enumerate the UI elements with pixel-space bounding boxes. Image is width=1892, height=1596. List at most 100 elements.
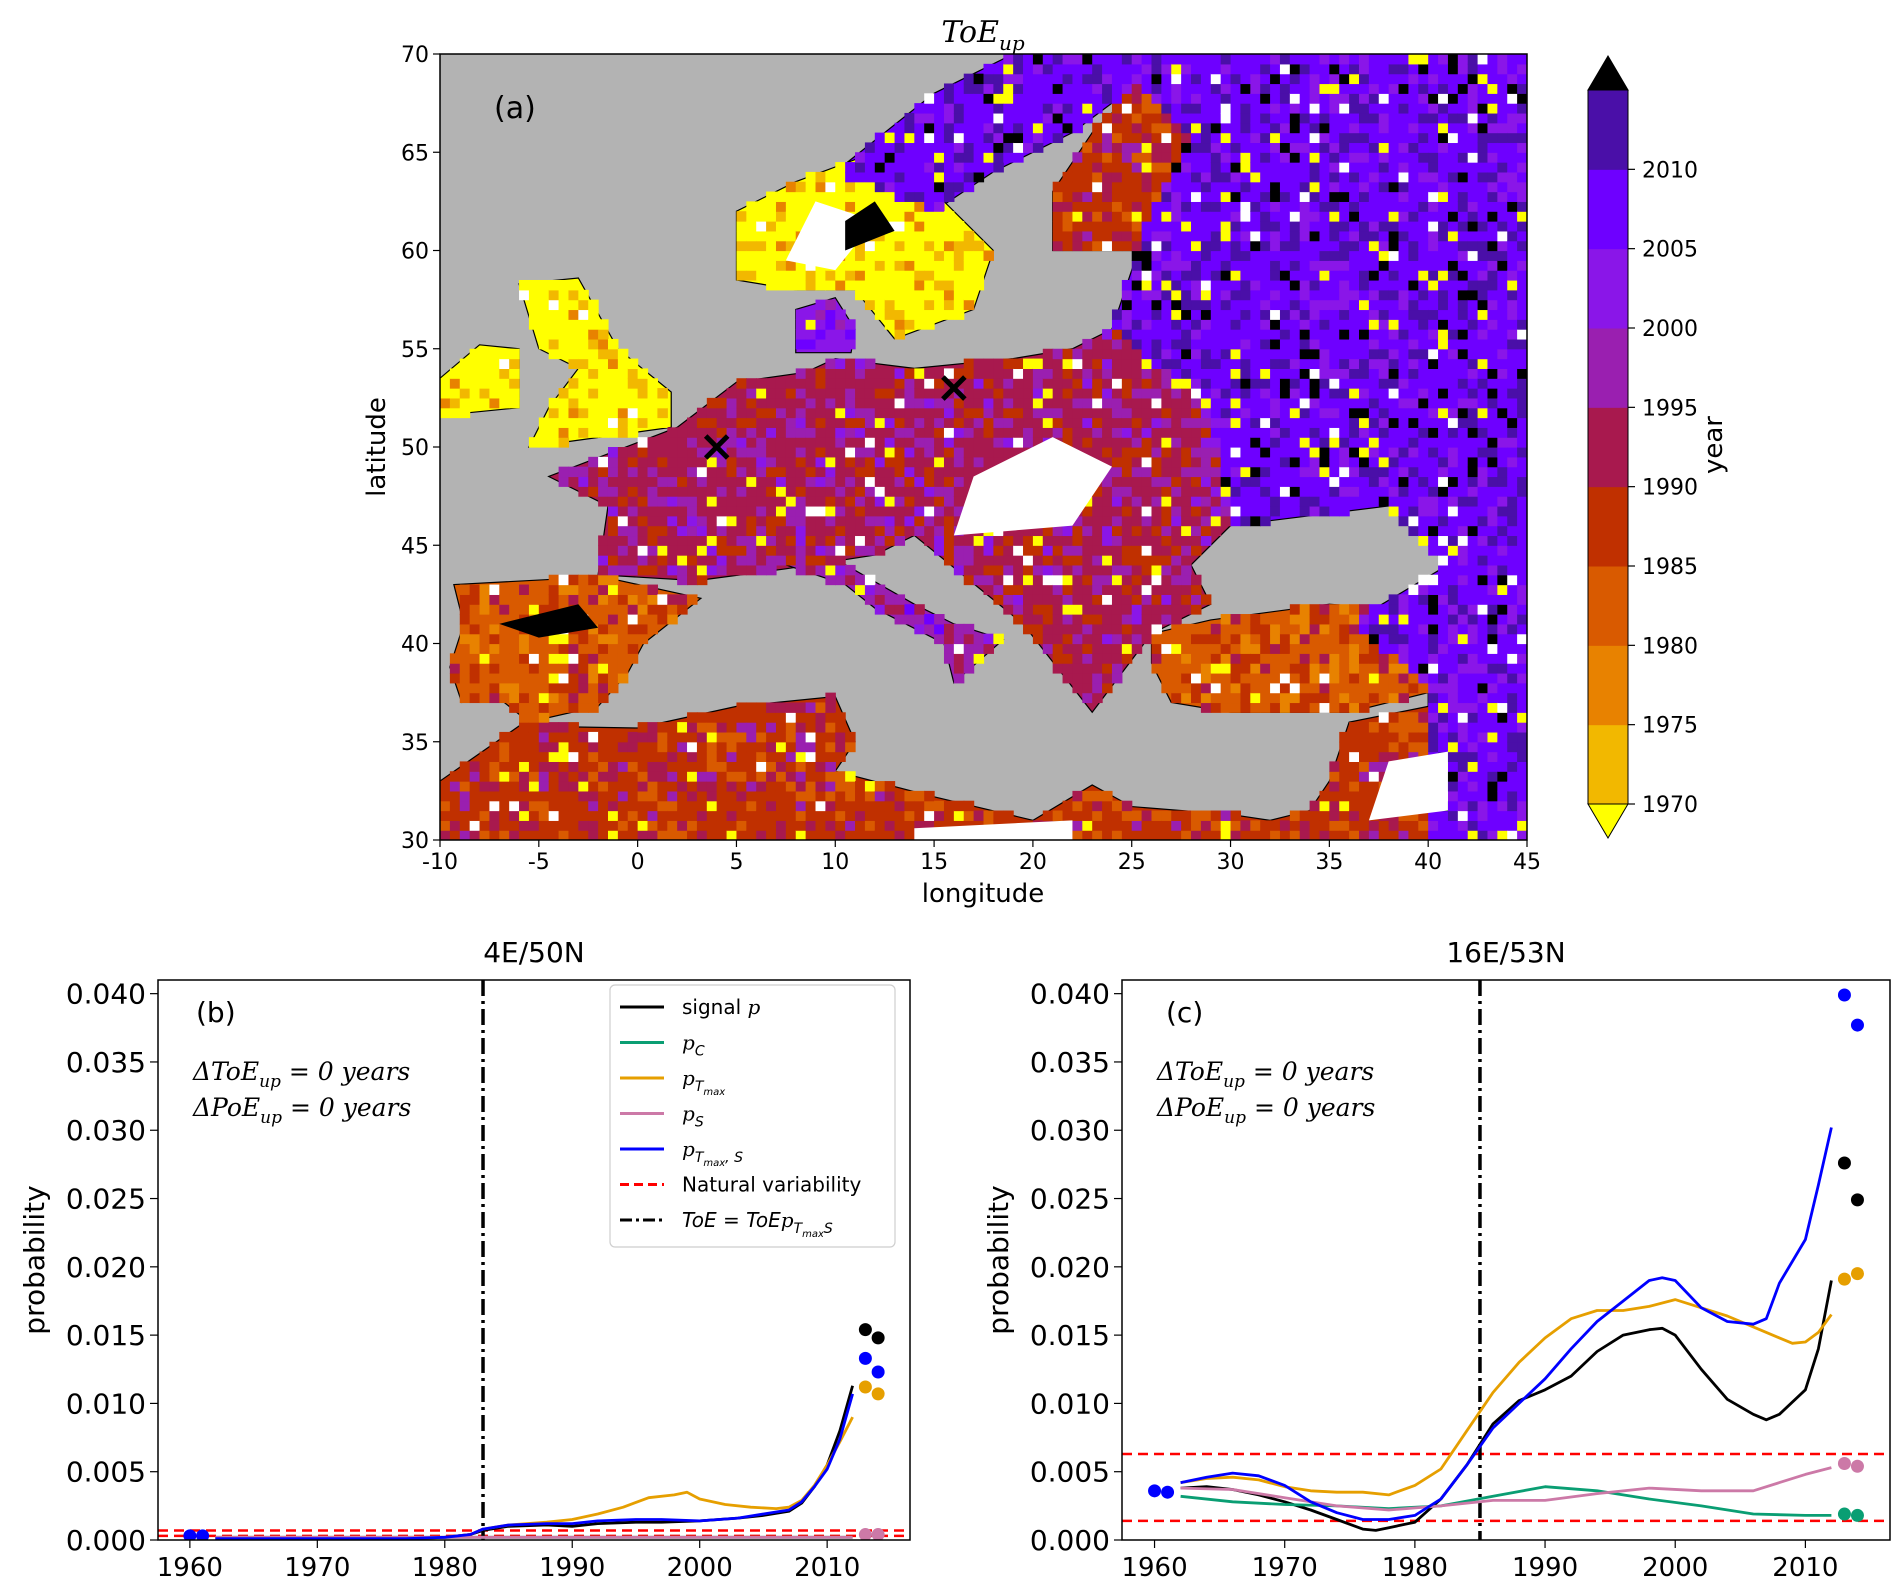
map-cell xyxy=(1200,486,1212,497)
map-cell xyxy=(1299,466,1311,478)
map-cell xyxy=(894,368,906,379)
map-cell xyxy=(1260,171,1271,183)
map-cell xyxy=(1230,329,1242,340)
map-cell xyxy=(815,525,826,537)
map-cell xyxy=(835,751,846,762)
map-cell xyxy=(795,476,807,487)
map-cell xyxy=(1102,152,1113,163)
map-cell xyxy=(1359,388,1370,399)
map-cell xyxy=(1240,270,1251,281)
map-cell xyxy=(894,830,906,840)
map-cell xyxy=(1368,329,1380,340)
map-cell xyxy=(775,702,787,713)
map-cell xyxy=(894,132,906,144)
map-cell xyxy=(835,427,846,438)
map-cell xyxy=(1181,152,1192,163)
map-cell xyxy=(1210,456,1222,468)
map-cell xyxy=(894,289,906,301)
map-cell xyxy=(578,781,589,792)
map-cell xyxy=(1181,564,1192,576)
map-cell xyxy=(1359,614,1370,625)
map-cell xyxy=(1171,142,1182,153)
map-cell xyxy=(1349,289,1360,301)
map-cell xyxy=(1102,505,1113,517)
map-cell xyxy=(1428,574,1439,586)
map-cell xyxy=(934,103,945,114)
map-cell xyxy=(1121,378,1133,389)
map-cell xyxy=(1359,201,1370,212)
map-cell xyxy=(894,486,906,497)
map-cell xyxy=(1339,643,1350,654)
map-cell xyxy=(1151,525,1162,537)
map-cell xyxy=(1200,653,1212,664)
map-cell xyxy=(924,211,935,222)
map-cell xyxy=(924,289,935,301)
map-cell xyxy=(1141,604,1153,615)
map-cell xyxy=(1092,692,1103,704)
map-cell xyxy=(1210,260,1222,271)
map-cell xyxy=(894,790,906,802)
map-cell xyxy=(1339,731,1350,743)
map-cell xyxy=(766,741,777,753)
map-cell xyxy=(558,830,570,840)
map-cell xyxy=(1299,672,1311,684)
map-cell xyxy=(1398,594,1410,605)
map-cell xyxy=(953,486,965,497)
map-cell xyxy=(1418,407,1429,419)
map-cell xyxy=(1270,289,1281,301)
map-cell xyxy=(1220,54,1232,65)
map-cell xyxy=(983,358,994,369)
map-cell xyxy=(983,564,994,576)
map-cell xyxy=(1329,604,1340,615)
map-cell xyxy=(795,447,807,458)
map-cell xyxy=(845,515,856,527)
map-cell xyxy=(1359,751,1370,762)
map-cell xyxy=(1131,211,1143,222)
map-cell xyxy=(637,397,649,409)
map-cell xyxy=(1408,358,1419,369)
map-cell xyxy=(1161,329,1172,340)
map-cell xyxy=(934,162,945,173)
map-cell xyxy=(1339,368,1350,379)
map-cell xyxy=(756,741,767,753)
map-cell xyxy=(568,388,579,399)
map-cell xyxy=(568,476,579,487)
map-cell xyxy=(1181,692,1192,704)
map-cell xyxy=(756,515,767,527)
map-cell xyxy=(1428,181,1439,193)
map-cell xyxy=(1279,319,1291,330)
map-cell xyxy=(598,741,609,753)
map-cell xyxy=(953,181,965,193)
map-cell xyxy=(469,604,481,615)
map-cell xyxy=(1299,240,1311,252)
map-cell xyxy=(627,525,639,537)
map-cell xyxy=(1378,93,1390,104)
map-cell xyxy=(459,594,471,605)
map-cell xyxy=(1398,830,1410,840)
map-cell xyxy=(1438,731,1449,743)
map-cell xyxy=(963,476,975,487)
map-cell xyxy=(588,790,599,802)
map-cell xyxy=(914,800,925,812)
map-cell xyxy=(489,781,500,792)
map-cell xyxy=(1210,250,1222,261)
map-cell xyxy=(1191,162,1202,173)
map-cell xyxy=(1428,486,1439,497)
map-cell xyxy=(884,388,896,399)
map-cell xyxy=(1092,486,1103,497)
map-cell xyxy=(1131,594,1143,605)
map-cell xyxy=(1359,604,1370,615)
map-cell xyxy=(894,820,906,831)
map-cell xyxy=(825,329,836,340)
map-cell xyxy=(785,535,797,546)
map-cell xyxy=(864,830,876,840)
map-cell xyxy=(647,771,658,782)
map-cell xyxy=(1032,417,1044,428)
map-cell xyxy=(1388,447,1400,458)
map-cell xyxy=(1230,221,1242,232)
map-cell xyxy=(479,672,491,684)
map-cell xyxy=(1023,93,1034,104)
map-cell xyxy=(1092,800,1103,812)
map-cell xyxy=(1428,643,1439,654)
map-cell xyxy=(1289,358,1301,369)
